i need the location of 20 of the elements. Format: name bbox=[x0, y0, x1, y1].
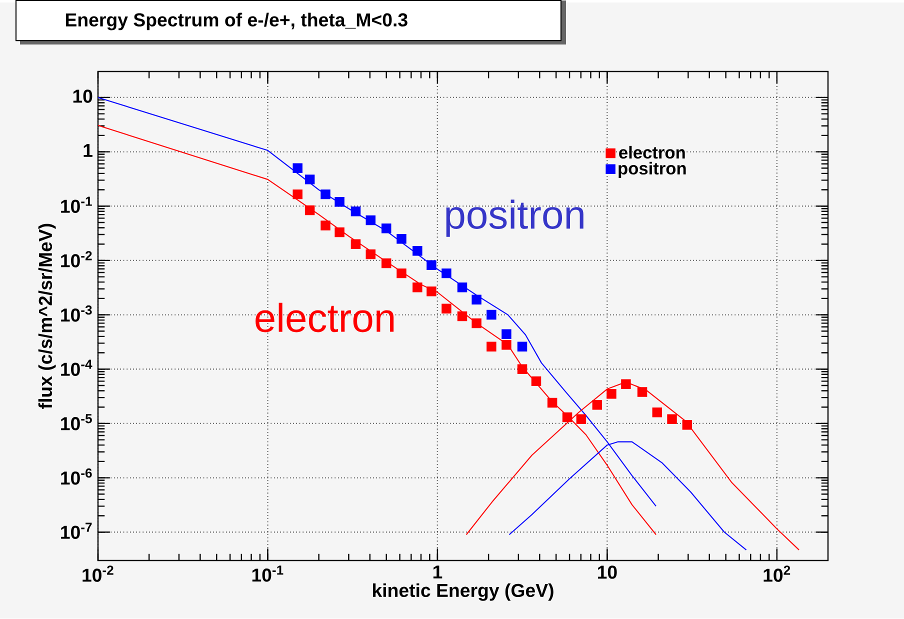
chart-title: Energy Spectrum of e-/e+, theta_M<0.3 bbox=[66, 13, 408, 30]
annotation: electron bbox=[256, 303, 394, 332]
x-axis-title: kinetic Energy (GeV) bbox=[373, 584, 554, 602]
x-tick-label: 1 bbox=[433, 566, 442, 579]
y-tick-label: 10 bbox=[73, 90, 92, 104]
y-axis-title: flux (c/s/m^2/sr/MeV) bbox=[38, 224, 56, 410]
x-tick-label: 10$^{2}$ bbox=[764, 566, 790, 582]
y-tick-label: 10$^{-2}$ bbox=[61, 251, 92, 268]
y-tick-label: 1 bbox=[84, 144, 92, 158]
y-tick-label: 10$^{-3}$ bbox=[61, 306, 92, 322]
legend-label: electron bbox=[619, 146, 685, 159]
y-tick-label: 10$^{-4}$ bbox=[61, 360, 92, 376]
annotation: positron bbox=[446, 200, 584, 238]
x-tick-label: 10$^{-1}$ bbox=[252, 566, 284, 582]
legend-label: positron bbox=[618, 162, 686, 178]
y-tick-label: 10$^{-1}$ bbox=[61, 197, 92, 214]
y-tick-label: 10$^{-6}$ bbox=[61, 468, 92, 485]
x-tick-label: 10 bbox=[598, 566, 617, 580]
y-tick-label: 10$^{-5}$ bbox=[61, 414, 92, 431]
y-tick-label: 10$^{-7}$ bbox=[61, 523, 92, 540]
